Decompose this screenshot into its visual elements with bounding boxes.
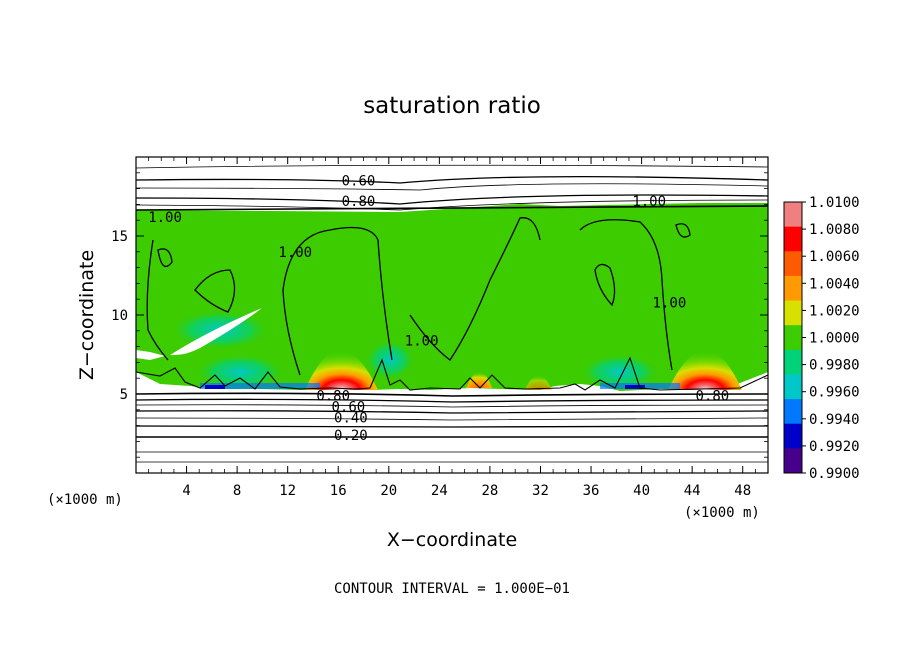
contour-label: 0.60 xyxy=(331,400,365,416)
supersaturation-plume xyxy=(525,375,552,390)
x-tick-label: 40 xyxy=(633,483,650,499)
y-tick-label: 10 xyxy=(111,308,128,324)
colorbar-swatch xyxy=(784,423,802,449)
x-tick-label: 4 xyxy=(182,483,190,499)
colorbar-swatch xyxy=(784,448,802,474)
cool-patch xyxy=(580,354,660,390)
contour-interval-note: CONTOUR INTERVAL = 1.000E−01 xyxy=(334,581,570,597)
contour-label: 0.20 xyxy=(334,428,368,444)
contour-label: 0.80 xyxy=(316,389,350,405)
colorbar-swatch xyxy=(784,226,802,252)
chart-title: saturation ratio xyxy=(363,93,541,119)
contour-label: 1.00 xyxy=(653,295,687,311)
x-tick-label: 12 xyxy=(279,483,296,499)
colorbar-swatch xyxy=(784,399,802,425)
cool-patch xyxy=(195,354,285,390)
plot-area: 0.600.801.001.001.001.001.000.800.600.40… xyxy=(111,156,769,499)
x-tick-label: 20 xyxy=(380,483,397,499)
x-axis-ticks: 4 8 12 16 20 24 28 32 36 40 44 48 xyxy=(148,157,756,499)
x-tick-label: 24 xyxy=(431,483,448,499)
contour-label: 0.40 xyxy=(334,411,368,427)
colorbar-label: 1.0000 xyxy=(809,331,860,347)
y-tick-label: 5 xyxy=(120,387,128,403)
colorbar-label: 1.0060 xyxy=(809,249,860,265)
contour-labels: 0.600.801.001.001.001.001.000.800.600.40… xyxy=(148,174,730,444)
colorbar-label: 1.0040 xyxy=(809,276,860,292)
contour-label: 0.60 xyxy=(342,174,376,190)
x-unit-right: (×1000 m) xyxy=(684,505,760,521)
colorbar-swatch xyxy=(784,202,802,228)
x-tick-label: 48 xyxy=(734,483,751,499)
x-tick-label: 36 xyxy=(583,483,600,499)
supersaturation-plume xyxy=(466,371,492,388)
contour-label: 0.80 xyxy=(342,194,376,210)
x-tick-label: 32 xyxy=(532,483,549,499)
x-tick-label: 28 xyxy=(481,483,498,499)
colorbar-swatch xyxy=(784,349,802,375)
supersaturation-plume xyxy=(305,350,378,390)
y-axis-label: Z−coordinate xyxy=(76,250,98,380)
contour-label: 1.00 xyxy=(278,245,312,261)
colorbar-swatch xyxy=(784,251,802,277)
colorbar-label: 0.9960 xyxy=(809,385,860,401)
dry-intrusion xyxy=(170,308,262,356)
colorbar-swatch xyxy=(784,325,802,351)
colorbar-label: 1.0100 xyxy=(809,195,860,211)
x-axis-label: X−coordinate xyxy=(387,529,517,551)
colorbar-swatch xyxy=(784,300,802,326)
colorbar-label: 0.9940 xyxy=(809,412,860,428)
colorbar-label: 1.0080 xyxy=(809,222,860,238)
x-tick-label: 16 xyxy=(330,483,347,499)
contour-label: 0.80 xyxy=(696,389,730,405)
colorbar-swatch xyxy=(784,374,802,400)
x-tick-label: 8 xyxy=(233,483,241,499)
contour-label: 1.00 xyxy=(405,333,439,349)
x-unit-left: (×1000 m) xyxy=(47,492,123,508)
contour-label: 1.00 xyxy=(632,194,666,210)
contour-lines xyxy=(136,164,768,463)
colorbar-label: 0.9920 xyxy=(809,439,860,455)
colorbar: 1.0100 1.0080 1.0060 1.0040 1.0020 1.0000 0.99… xyxy=(783,195,860,482)
contour-label: 1.00 xyxy=(148,210,182,226)
x-tick-label: 44 xyxy=(684,483,701,499)
y-tick-label: 15 xyxy=(111,229,128,245)
colorbar-label: 1.0020 xyxy=(809,303,860,319)
colorbar-label: 0.9900 xyxy=(809,466,860,482)
cloud-region-field xyxy=(136,203,768,391)
colorbar-label: 0.9980 xyxy=(809,358,860,374)
y-axis-ticks: 5 10 15 xyxy=(111,172,768,458)
colorbar-swatch xyxy=(784,275,802,302)
supersaturation-plume xyxy=(668,350,742,390)
